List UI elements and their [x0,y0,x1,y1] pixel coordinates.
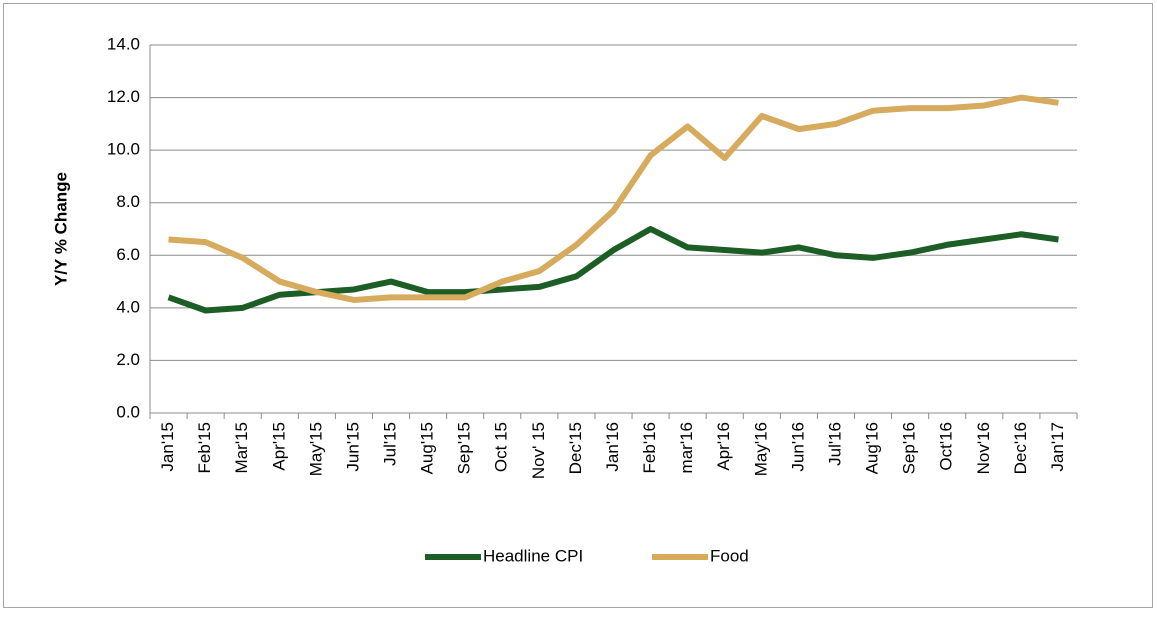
x-tick-label: Apr'16 [714,422,733,471]
x-tick-label: Sep'16 [900,422,919,474]
x-tick-label: Aug'16 [863,422,882,474]
x-tick-label: Mar'15 [232,422,251,473]
x-tick-label: Jun'15 [343,422,362,472]
legend-label: Headline CPI [483,546,583,565]
y-tick-label: 14.0 [107,34,140,53]
x-tick-label: Nov' 15 [529,422,548,479]
y-tick-label: 12.0 [107,87,140,106]
x-tick-label: Dec'15 [566,422,585,474]
x-tick-label: Jan'15 [158,422,177,472]
y-tick-label: 6.0 [116,245,140,264]
x-tick-label: Nov'16 [974,422,993,474]
chart-border [3,3,1153,608]
x-tick-label: Aug'15 [418,422,437,474]
x-tick-label: Jul'15 [381,422,400,466]
x-tick-label: Jan'16 [603,422,622,472]
x-tick-label: Feb'16 [640,422,659,473]
x-tick-label: May'15 [306,422,325,476]
x-tick-label: Jan'17 [1048,422,1067,472]
y-tick-label: 0.0 [116,402,140,421]
y-tick-label: 8.0 [116,192,140,211]
series-line [168,94,1059,303]
y-tick-label: 4.0 [116,297,140,316]
x-tick-label: Apr'15 [269,422,288,471]
x-tick-label: Oct 15 [492,422,511,472]
x-tick-label: Jul'16 [825,422,844,466]
y-axis-title: Y/Y % Change [51,172,70,286]
x-tick-label: Dec'16 [1011,422,1030,474]
x-tick-label: May'16 [751,422,770,476]
legend-label: Food [710,546,749,565]
x-tick-label: Oct'16 [937,422,956,471]
x-tick-label: Jun'16 [788,422,807,472]
x-tick-label: Feb'15 [195,422,214,473]
x-tick-label: mar'16 [677,422,696,473]
y-tick-label: 10.0 [107,140,140,159]
y-tick-label: 2.0 [116,350,140,369]
x-tick-label: Sep'15 [455,422,474,474]
